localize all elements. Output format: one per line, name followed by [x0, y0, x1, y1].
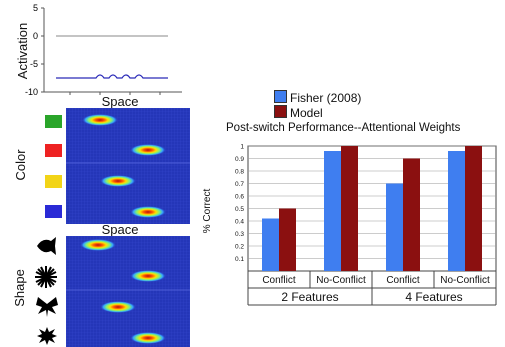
- category-label: No-Conflict: [316, 275, 366, 286]
- shape-peak-3: [100, 301, 136, 313]
- color-peak-3: [100, 175, 136, 187]
- color-axis-label: Color: [13, 149, 28, 181]
- activation-plot: 5 0 -5 -10: [25, 3, 182, 97]
- bar: [403, 158, 420, 271]
- chart-y-label: % Correct: [202, 188, 213, 234]
- group-label: 4 Features: [405, 290, 462, 304]
- chart-title: Post-switch Performance--Attentional Wei…: [226, 122, 461, 134]
- fish-icon: [37, 237, 56, 255]
- color-swatch-green: [45, 115, 62, 128]
- butterfly-icon: [36, 297, 58, 317]
- y-tick-label: 0.6: [235, 194, 244, 201]
- bar: [465, 146, 482, 271]
- color-swatch-blue: [45, 205, 62, 218]
- color-swatch-red: [45, 144, 62, 157]
- shape-peak-1: [80, 239, 116, 251]
- bar: [279, 208, 296, 271]
- y-tick-label: 0.8: [235, 169, 244, 176]
- starburst-icon: [35, 266, 57, 288]
- y-tick-label: 0.1: [235, 256, 244, 263]
- color-peak-4: [130, 206, 166, 218]
- category-label: Conflict: [386, 275, 420, 286]
- y-tick-label: 0.7: [235, 181, 244, 188]
- color-x-label: Space: [101, 222, 139, 237]
- shape-peak-2: [130, 270, 166, 282]
- group-label: 2 Features: [281, 290, 338, 304]
- y-tick-label: 1: [240, 144, 244, 151]
- y-tick-label: 0.5: [235, 206, 244, 213]
- bar: [262, 218, 279, 271]
- color-peak-1: [82, 114, 118, 126]
- bar: [448, 151, 465, 271]
- y-tick-label: 0.2: [235, 244, 244, 251]
- activation-tick-minus10: -10: [25, 87, 38, 97]
- bar: [386, 183, 403, 271]
- legend-swatch-fisher: [274, 90, 287, 103]
- activation-tick-0: 0: [33, 31, 38, 41]
- bar-chart: 0.1 0.2 0.3 0.4 0.5 0.6 0.7 0.8 0.9 1 Conflict No-C…: [235, 144, 497, 306]
- splat-icon: [37, 327, 57, 345]
- color-field-heatmap: [66, 108, 190, 224]
- activation-field-curve: [56, 74, 168, 79]
- color-swatch-yellow: [45, 175, 62, 188]
- bar: [324, 151, 341, 271]
- activation-tick-minus5: -5: [30, 59, 38, 69]
- activation-x-label: Space: [101, 94, 139, 109]
- legend-item-model: Model: [274, 105, 323, 120]
- legend-label-model: Model: [290, 106, 323, 120]
- activation-tick-5: 5: [33, 3, 38, 13]
- legend-swatch-model: [274, 105, 287, 118]
- legend-item-fisher: Fisher (2008): [274, 90, 361, 105]
- legend-label-fisher: Fisher (2008): [290, 91, 362, 105]
- category-label: Conflict: [262, 275, 296, 286]
- bar: [341, 146, 358, 271]
- category-label: No-Conflict: [440, 275, 490, 286]
- y-tick-label: 0.9: [235, 156, 244, 163]
- y-tick-label: 0.3: [235, 231, 244, 238]
- shape-axis-label: Shape: [12, 269, 27, 307]
- color-peak-2: [130, 144, 166, 156]
- y-tick-label: 0.4: [235, 219, 244, 226]
- shape-field-heatmap: [66, 236, 190, 347]
- shape-peak-4: [130, 332, 166, 344]
